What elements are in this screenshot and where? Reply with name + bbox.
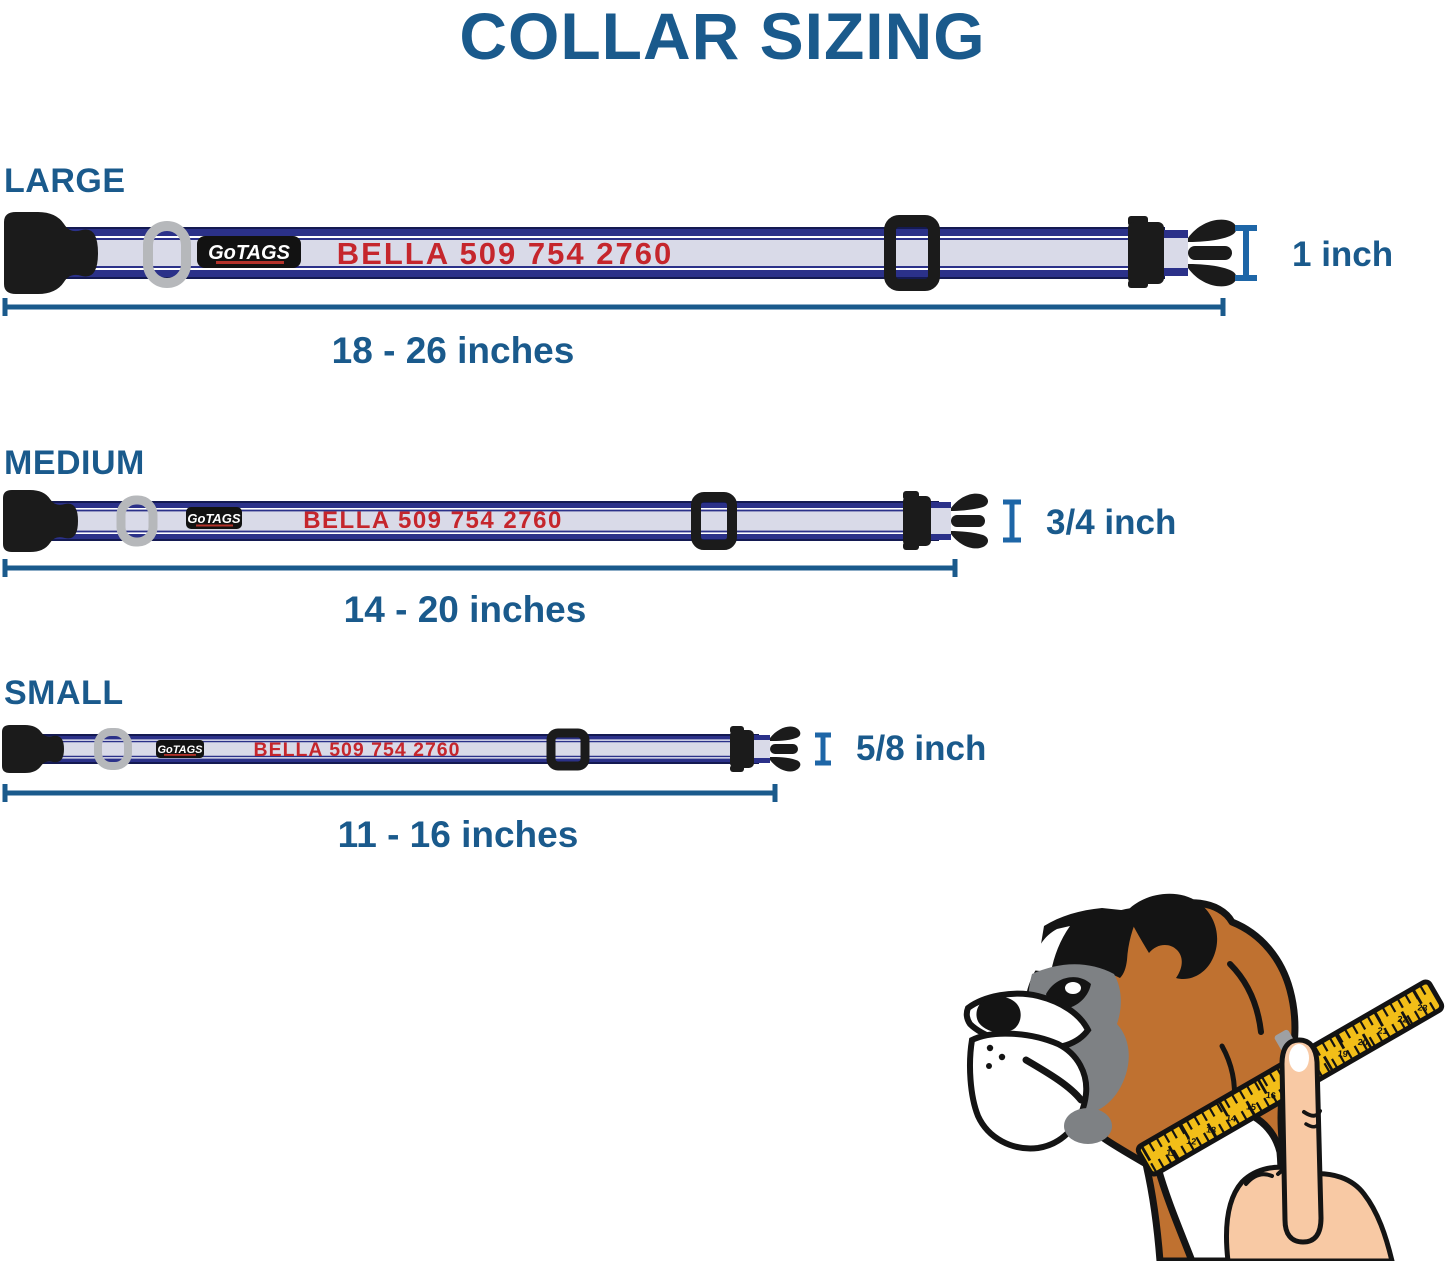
- measure-line: [2, 784, 778, 802]
- svg-text:19: 19: [1337, 1048, 1348, 1059]
- measure-line: [2, 298, 1226, 316]
- buckle-male-icon: [1128, 216, 1237, 288]
- collar-name-text: BELLA 509 754 2760: [337, 236, 673, 271]
- buckle-female-icon: [2, 725, 64, 773]
- svg-text:16: 16: [1265, 1090, 1276, 1101]
- collar-name-text: BELLA 509 754 2760: [254, 739, 461, 761]
- dog-head: [963, 893, 1299, 1261]
- brand-badge-bg: [156, 740, 204, 758]
- measure-medium: 14 - 20 inches: [2, 559, 958, 630]
- buckle-male-icon: [903, 491, 989, 550]
- width-label-small: 5/8 inch: [856, 729, 986, 768]
- svg-text:23: 23: [1417, 1002, 1428, 1013]
- brand-badge-underline: [164, 754, 196, 756]
- chin-shade: [1064, 1108, 1112, 1144]
- d-ring-icon: [116, 495, 158, 547]
- slider-icon: [884, 215, 940, 291]
- nose-icon: [976, 996, 1021, 1033]
- hand: [1224, 1037, 1395, 1261]
- svg-text:12: 12: [1186, 1136, 1197, 1147]
- measure-large: 18 - 26 inches: [2, 298, 1226, 371]
- brand-badge: GoTAGS: [186, 507, 242, 529]
- buckle-female-icon: [3, 490, 78, 552]
- width-indicator-medium: [1003, 499, 1021, 543]
- size-label-medium: MEDIUM: [4, 444, 145, 482]
- eye-glint: [1065, 982, 1081, 994]
- blaze: [1030, 926, 1070, 972]
- brand-badge: GoTAGS: [197, 236, 301, 268]
- fingernail: [1289, 1044, 1309, 1072]
- width-indicator-large: [1235, 225, 1257, 281]
- width-label-medium: 3/4 inch: [1046, 503, 1176, 542]
- brand-badge-label: GoTAGS: [187, 511, 241, 526]
- size-label-small: SMALL: [4, 674, 124, 712]
- svg-text:13: 13: [1206, 1124, 1217, 1135]
- collar-name-text: BELLA 509 754 2760: [303, 507, 563, 534]
- width-label-large: 1 inch: [1292, 235, 1393, 274]
- measure-line: [2, 559, 958, 577]
- svg-text:14: 14: [1226, 1113, 1237, 1124]
- d-ring-icon: [94, 728, 132, 770]
- svg-text:20: 20: [1357, 1037, 1368, 1048]
- slider-icon: [691, 492, 737, 550]
- ear-icon: [1126, 893, 1218, 980]
- brand-badge: GoTAGS: [156, 740, 204, 758]
- brand-badge-underline: [196, 524, 233, 527]
- brand-badge-bg: [186, 507, 242, 529]
- svg-text:15: 15: [1246, 1101, 1257, 1112]
- svg-text:22: 22: [1397, 1014, 1408, 1025]
- page-title: COLLAR SIZING: [459, 0, 986, 73]
- collar-band: [35, 501, 939, 541]
- range-label-small: 11 - 16 inches: [338, 814, 579, 855]
- range-label-large: 18 - 26 inches: [332, 330, 575, 371]
- measure-small: 11 - 16 inches: [2, 784, 778, 855]
- collar-graphic-medium: GoTAGS BELLA 509 754 2760 3/4 inch: [3, 490, 1176, 552]
- mouth-line: [1022, 1056, 1085, 1104]
- collar-band: [31, 734, 759, 764]
- range-label-medium: 14 - 20 inches: [344, 589, 587, 630]
- index-finger: [1279, 1037, 1324, 1245]
- buckle-male-icon: [730, 726, 801, 772]
- size-label-large: LARGE: [4, 162, 126, 200]
- svg-text:11: 11: [1166, 1147, 1176, 1158]
- collar-graphic-large: GoTAGS BELLA 509 754 2760 1 inch: [4, 212, 1393, 294]
- brand-badge-bg: [197, 236, 301, 268]
- width-indicator-small: [815, 732, 831, 766]
- svg-text:21: 21: [1377, 1025, 1388, 1036]
- buckle-female-icon: [4, 212, 98, 294]
- collar-graphic-small: GoTAGS BELLA 509 754 2760 5/8 inch: [2, 725, 986, 773]
- brand-badge-underline: [216, 261, 284, 264]
- brand-badge-label: GoTAGS: [208, 242, 291, 264]
- tape-numbers: 11 12 13 14 15 16 19 20 21 22 23: [1166, 1002, 1428, 1158]
- dog-measuring-illustration: 11 12 13 14 15 16 19 20 21 22 23: [963, 893, 1445, 1261]
- brand-badge-label: GoTAGS: [157, 744, 203, 756]
- slider-icon: [546, 728, 590, 771]
- head-patch: [1036, 908, 1140, 978]
- d-ring-icon: [143, 221, 191, 288]
